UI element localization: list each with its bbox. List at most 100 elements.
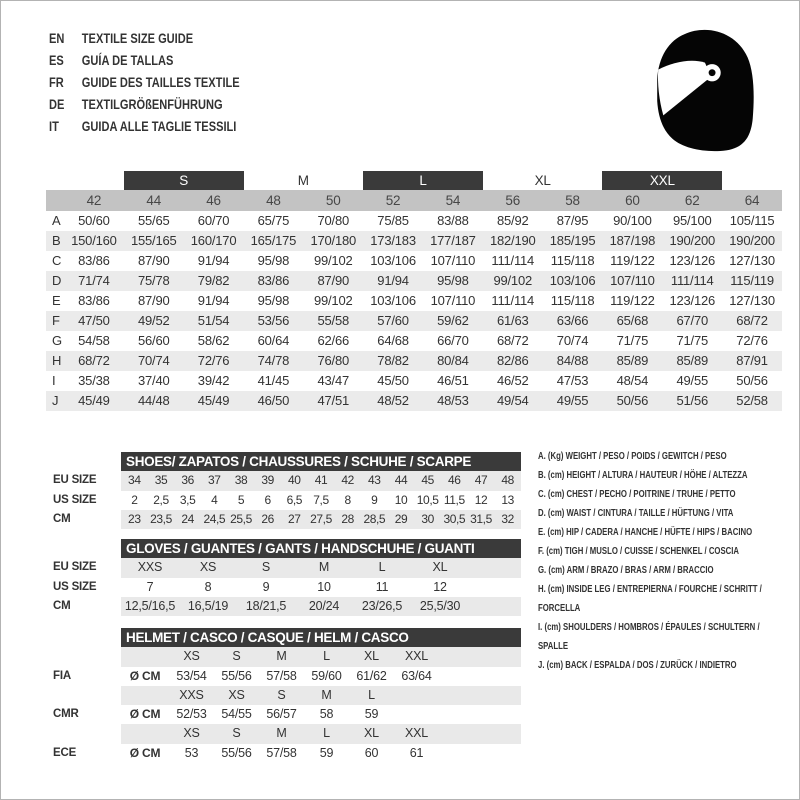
row-letter: A [52, 213, 61, 228]
size-cell: 51/56 [676, 393, 709, 408]
size-cell: 35/38 [78, 373, 110, 388]
table-row: C 83/86 87/90 91/94 95/98 99/102 103/106 107/11… [46, 251, 782, 271]
size-cell: 82/86 [496, 353, 529, 368]
unit-label: Ø CM [129, 668, 161, 683]
size-cell: XS [228, 687, 245, 702]
table-row: CM 12,5/16,5 16,5/19 18/21,5 20/24 23/26,5 25,… [49, 596, 521, 617]
row-letter: F [52, 313, 60, 328]
row-label: EU SIZE [53, 474, 97, 487]
size-cell: 47/50 [78, 313, 110, 328]
size-cell: 10 [317, 579, 331, 594]
numeric-size-label: 62 [684, 193, 700, 208]
size-group-label: S [123, 171, 244, 190]
table-row: CM 23 23,5 24 24,5 25,5 26 27 27,5 28 28,5 29 30 30,5… [49, 509, 521, 530]
numeric-size-label: 46 [206, 193, 221, 208]
legend-item: I. (cm) SHOULDERS / HOMBROS / ÉPAULES / … [538, 621, 760, 652]
size-cell: 91/94 [197, 293, 230, 308]
numeric-size-label: 54 [445, 193, 461, 208]
unit-label [121, 647, 169, 666]
size-cell: 111/114 [491, 253, 535, 268]
row-cells: XS S M L XL XXL [121, 647, 521, 667]
table-row: XS S M L XL XXL [49, 647, 521, 667]
size-cell: XS [199, 560, 217, 575]
size-cell: 45/49 [78, 393, 110, 408]
row-letter: H [52, 353, 62, 368]
size-cell: 10,5 [416, 492, 439, 507]
size-cell: 26 [261, 511, 274, 526]
size-cell: 35 [154, 473, 168, 488]
size-cell: 95/98 [257, 253, 290, 268]
size-cell: 160/170 [190, 233, 237, 248]
size-cell: 47/53 [556, 373, 589, 388]
spacer [49, 452, 121, 471]
size-cell: 177/187 [430, 233, 476, 248]
size-cell: 170/180 [310, 233, 357, 248]
row-letter: C [52, 253, 62, 268]
row-cells: XXS XS S M L XL [121, 558, 521, 578]
size-cell: 12 [433, 579, 447, 594]
size-cell: XL [364, 726, 379, 741]
size-cell: 9 [371, 492, 378, 507]
textile-size-table: S M L XL XXL 42 44 46 48 50 52 54 56 58 60 62 64 A 50/60… [46, 171, 782, 411]
size-cell: 52/58 [736, 393, 768, 408]
size-cell: 4 [211, 492, 218, 507]
language-row: FR GUIDE DES TAILLES TEXTILE [49, 71, 240, 93]
size-cell: 61/62 [356, 668, 387, 683]
size-cell: 99/102 [313, 293, 353, 308]
size-cell: 49/52 [137, 313, 170, 328]
size-cell: XL [432, 560, 448, 575]
table-row: F 47/50 49/52 51/54 53/56 55/58 57/60 59/62 61/6… [46, 311, 782, 331]
size-cell: XXL [404, 726, 429, 741]
size-cell: 71/75 [676, 333, 709, 348]
size-cell: S [232, 726, 241, 741]
size-cell: 75/85 [377, 213, 409, 228]
helmet-size-table: HELMET / CASCO / CASQUE / HELM / CASCO XS… [49, 628, 521, 763]
size-cell: 55/56 [221, 745, 252, 760]
size-cell: 65/68 [616, 313, 649, 328]
spacer [49, 539, 121, 558]
size-cell: 53/54 [176, 668, 207, 683]
numeric-size-row: 42 44 46 48 50 52 54 56 58 60 62 64 [46, 190, 782, 211]
size-cell: 46/51 [437, 373, 469, 388]
size-cell: 187/198 [609, 233, 656, 248]
size-cell: 95/98 [257, 293, 290, 308]
size-cell: 54/55 [221, 707, 252, 722]
size-cell: 37/40 [137, 373, 170, 388]
numeric-size-label: 58 [565, 193, 580, 208]
size-cell: 56/60 [137, 333, 170, 348]
size-cell: 60/70 [197, 213, 230, 228]
size-cell: 28 [341, 511, 354, 526]
table-header-row: HELMET / CASCO / CASQUE / HELM / CASCO [49, 628, 521, 648]
size-cell: 59/62 [437, 313, 469, 328]
row-letter: I [52, 373, 56, 388]
size-cell: 24 [181, 511, 194, 526]
language-code: ES [49, 52, 64, 68]
row-label: FIA [53, 669, 71, 682]
size-cell: 6 [264, 492, 272, 507]
size-cell: S [277, 687, 286, 702]
size-cell: 16,5/19 [187, 598, 229, 613]
size-cell: 8 [204, 579, 212, 594]
language-title: GUIDA ALLE TAGLIE TESSILI [81, 118, 237, 134]
size-cell: 87/95 [556, 213, 589, 228]
size-cell: 115/118 [550, 253, 595, 268]
size-cell: 38 [234, 473, 248, 488]
size-cell: 30 [421, 511, 434, 526]
legend-item: B. (cm) HEIGHT / ALTURA / HAUTEUR / HÖHE… [538, 469, 748, 481]
size-cell: 115/119 [730, 273, 774, 288]
size-cell: 103/106 [370, 293, 416, 308]
legend-item: A. (Kg) WEIGHT / PESO / POIDS / GEWITCH … [538, 450, 727, 462]
language-code: FR [49, 74, 64, 90]
row-label: EU SIZE [53, 561, 97, 574]
size-cell: 107/110 [430, 293, 476, 308]
size-cell: 46/52 [496, 373, 529, 388]
size-cell: 95/100 [672, 213, 712, 228]
size-cell: 27 [288, 511, 301, 526]
size-cell: 63/66 [556, 313, 589, 328]
size-group-label: XXL [602, 171, 723, 190]
size-cell: 165/175 [250, 233, 297, 248]
size-cell: 99/102 [313, 253, 353, 268]
row-label: CM [53, 512, 71, 525]
size-cell: 57/60 [377, 313, 409, 328]
size-cell: 107/110 [610, 273, 655, 288]
